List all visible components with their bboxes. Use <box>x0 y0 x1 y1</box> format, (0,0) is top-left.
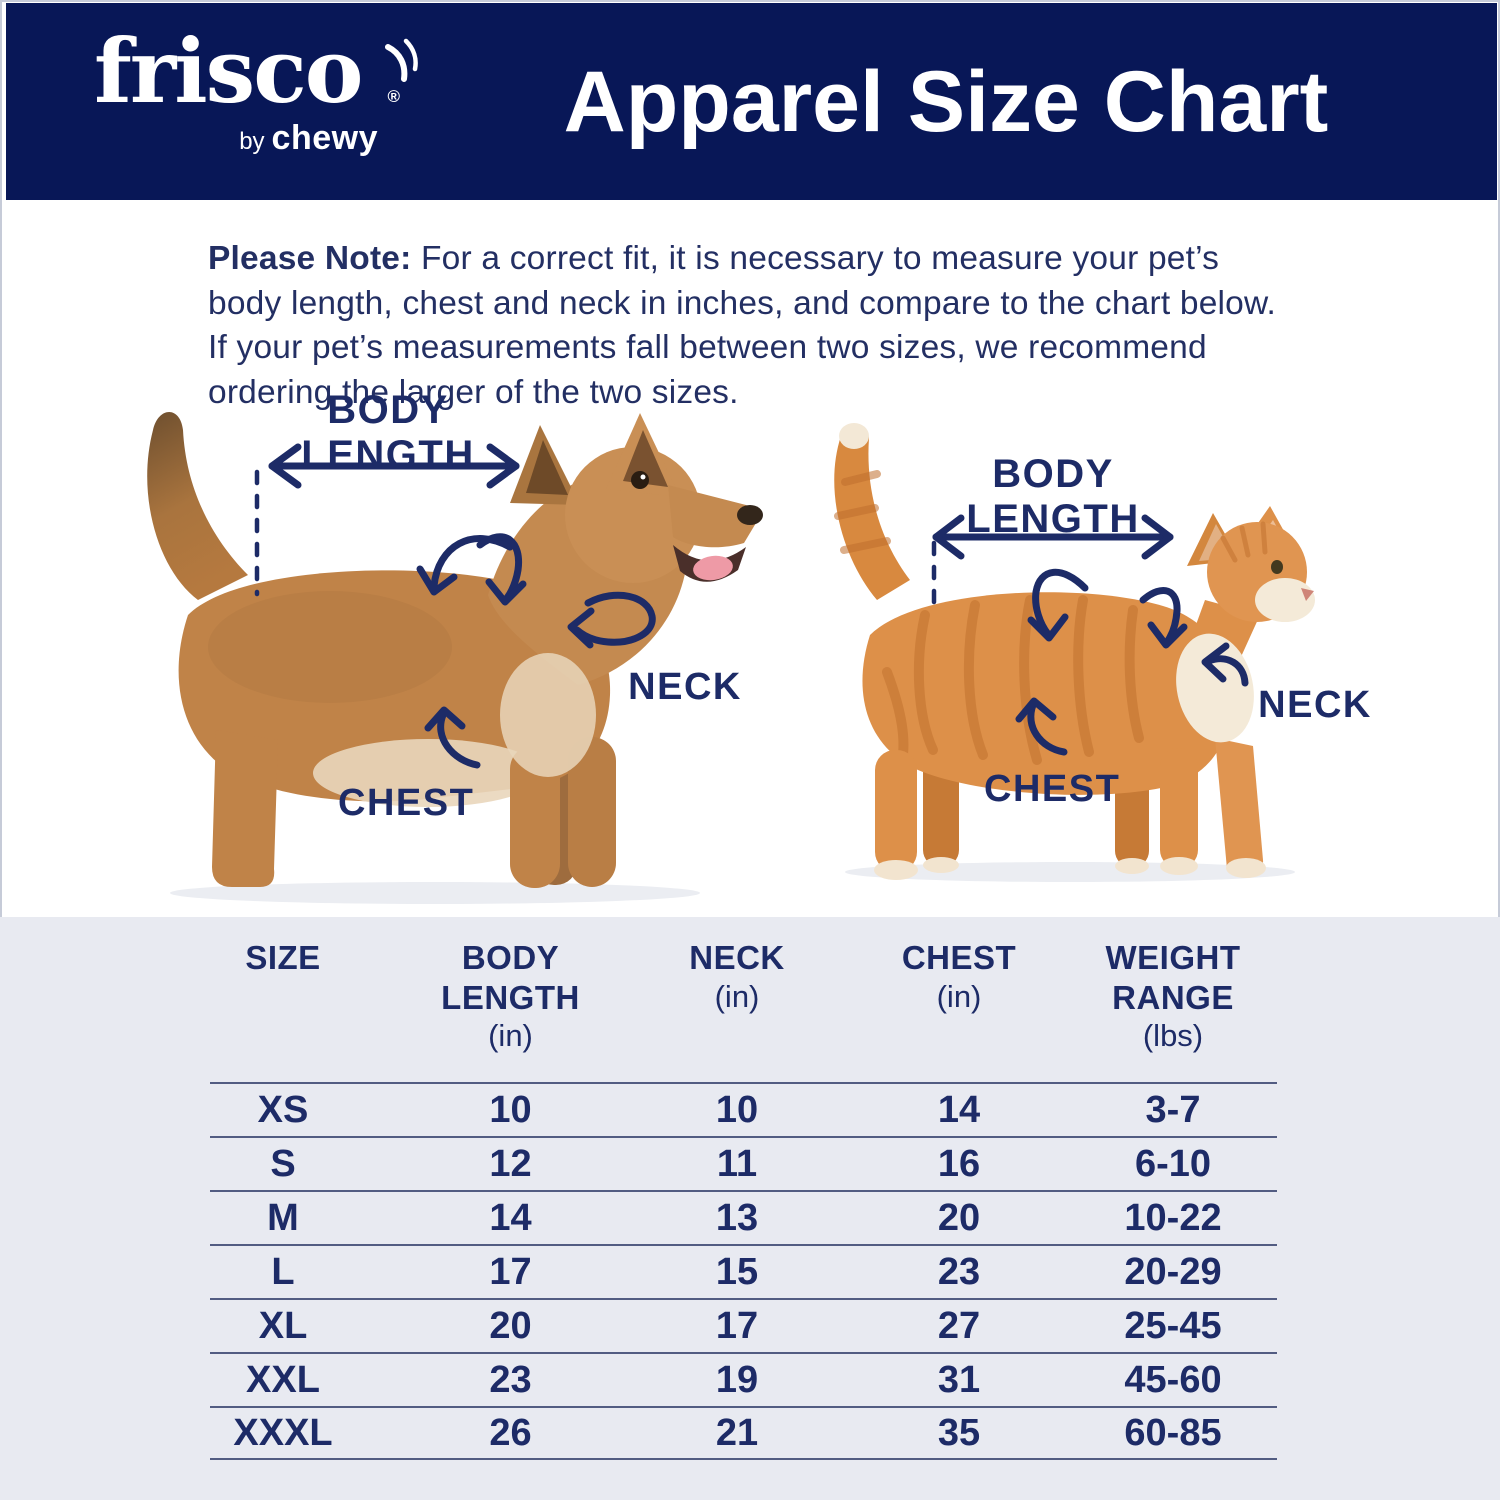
fit-note-body: For a correct fit, it is necessary to me… <box>208 240 1277 411</box>
frisco-logo: frisco ® by chewy <box>94 25 418 158</box>
table-row-xl: XL 20 17 27 25-45 <box>210 1298 1277 1352</box>
column-header-chest: CHEST (in) <box>901 939 1017 1014</box>
cat-neck-arrow <box>1201 642 1249 687</box>
fit-note: Please Note: For a correct fit, it is ne… <box>208 237 1298 415</box>
logo-swoosh-icon <box>385 38 418 82</box>
table-row-s: S 12 11 16 6-10 <box>210 1136 1277 1190</box>
registered-mark: ® <box>387 87 400 107</box>
column-header-size: SIZE <box>245 939 321 976</box>
fit-note-lead: Please Note: <box>208 240 412 277</box>
dog-neck-arrow <box>567 591 656 649</box>
dog-neck-label: NECK <box>628 666 742 708</box>
cat-chest-arrow <box>1015 697 1068 756</box>
table-row-xxxl: XXXL 26 21 35 60-85 <box>210 1406 1277 1460</box>
column-header-weight-range: WEIGHT RANGE (lbs) <box>1105 939 1241 1054</box>
dog-chest-arrow <box>424 706 481 769</box>
column-header-body-length: BODY LENGTH (in) <box>441 939 580 1054</box>
dog-withers-arrow <box>416 535 514 596</box>
cat-body-length-label: BODY LENGTH <box>966 452 1140 541</box>
chewy-wordmark: chewy <box>271 119 378 158</box>
size-table: SIZE BODY LENGTH (in) NECK (in) CHEST (i… <box>0 917 1500 1500</box>
cat-shoulder-arrow <box>1139 587 1188 649</box>
dog-body-length-label: BODY LENGTH <box>301 388 475 477</box>
cat-withers-arrow <box>1027 568 1089 642</box>
cat-neck-label: NECK <box>1258 684 1372 726</box>
size-table-header: SIZE BODY LENGTH (in) NECK (in) CHEST (i… <box>210 938 1277 1056</box>
table-row-m: M 14 13 20 10-22 <box>210 1190 1277 1244</box>
table-row-l: L 17 15 23 20-29 <box>210 1244 1277 1298</box>
header-banner: frisco ® by chewy Apparel Size Chart <box>6 3 1497 200</box>
column-header-neck: NECK (in) <box>689 939 785 1014</box>
dog-shoulder-arrow <box>476 533 527 606</box>
size-table-body: XS 10 10 14 3-7 S 12 11 16 6-10 M 14 13 … <box>210 1082 1277 1460</box>
byline-by: by <box>239 128 265 156</box>
frisco-wordmark: frisco <box>94 19 363 123</box>
table-row-xs: XS 10 10 14 3-7 <box>210 1082 1277 1136</box>
dog-chest-label: CHEST <box>338 782 475 824</box>
table-row-xxl: XXL 23 19 31 45-60 <box>210 1352 1277 1406</box>
cat-chest-label: CHEST <box>984 768 1121 810</box>
page-title: Apparel Size Chart <box>563 54 1329 150</box>
